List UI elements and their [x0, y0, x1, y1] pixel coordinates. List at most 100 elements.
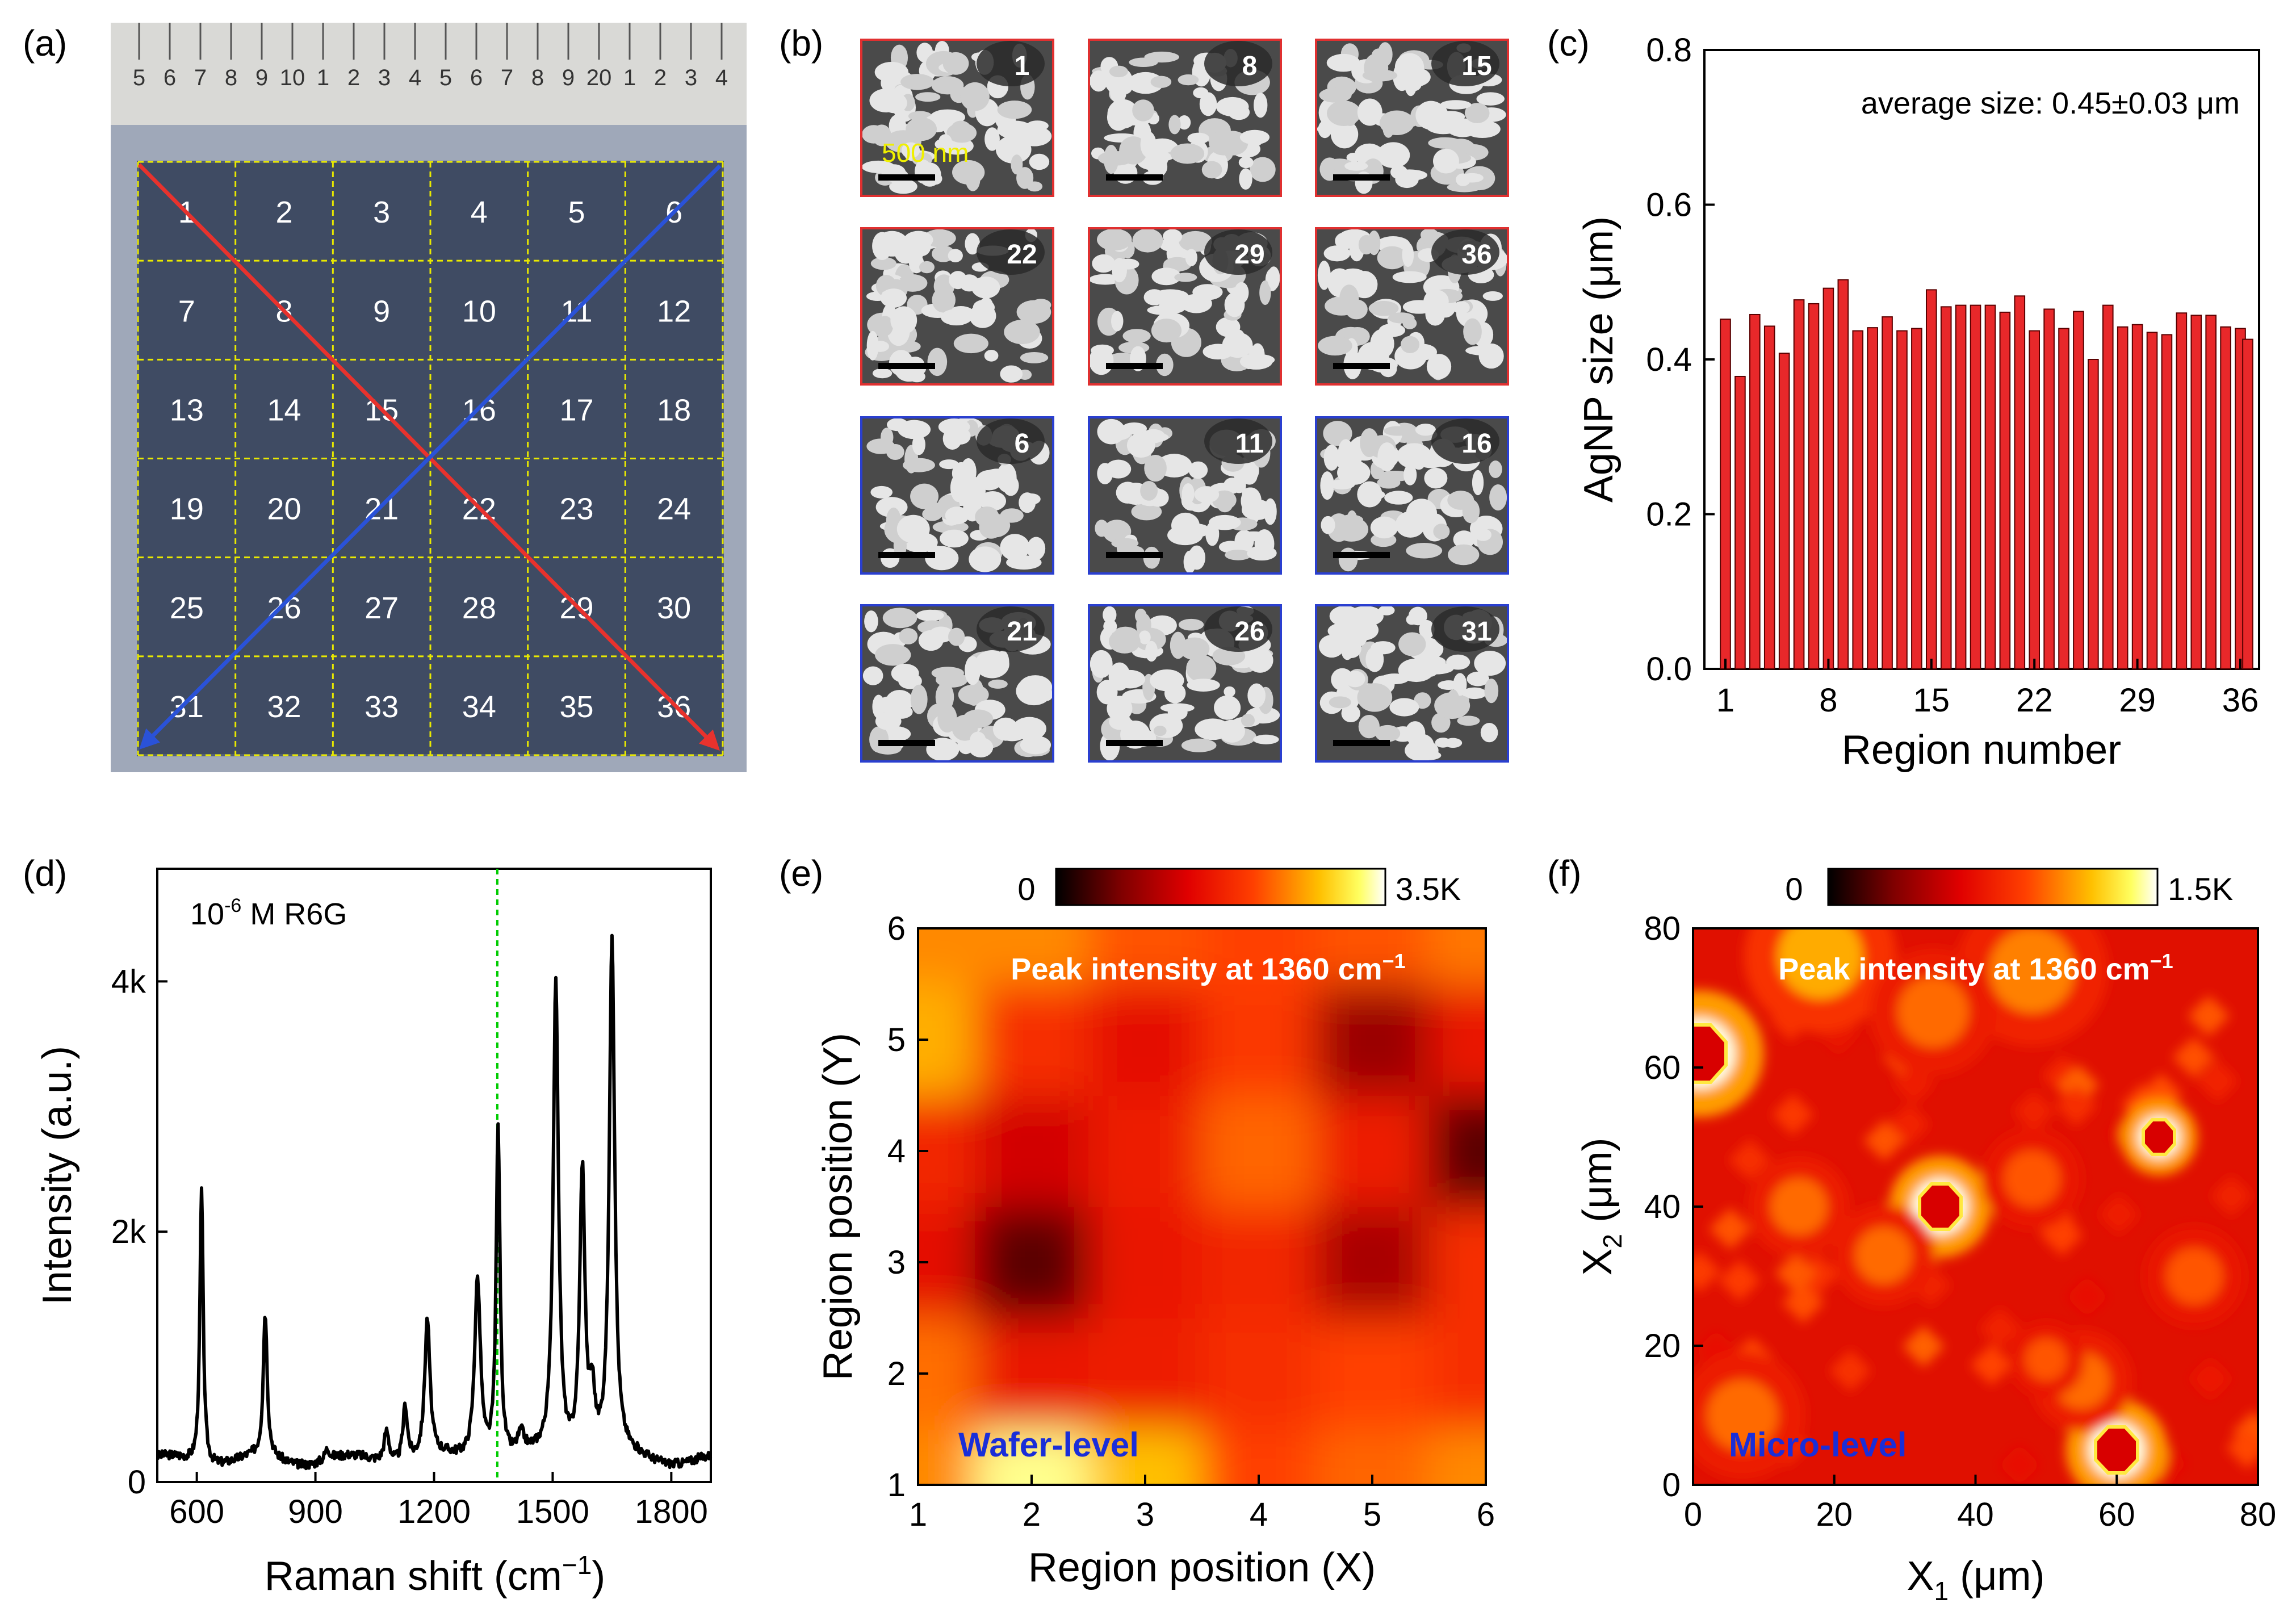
nanoparticle — [874, 61, 909, 83]
sem-frame — [1088, 604, 1282, 763]
grid-number: 32 — [267, 690, 301, 724]
bar — [2073, 311, 2084, 669]
nanoparticle — [1116, 482, 1140, 504]
x-tick-label: 1 — [1716, 682, 1734, 719]
x-tick-label: 15 — [1913, 682, 1950, 719]
nanoparticle — [906, 117, 937, 141]
nanoparticle — [1440, 100, 1472, 110]
heat-cell — [1429, 1207, 1486, 1318]
nanoparticle — [904, 231, 933, 249]
sem-tile-number: 1 — [1015, 51, 1030, 81]
nanoparticle — [1259, 280, 1271, 305]
nanoparticle — [1003, 475, 1019, 496]
nanoparticle — [1415, 424, 1436, 436]
heat-cell — [1315, 1095, 1430, 1207]
nanoparticle — [1421, 650, 1441, 677]
hotspot-core — [2166, 1247, 2223, 1305]
nanoparticle — [1187, 132, 1209, 144]
heat-speck — [2066, 1276, 2109, 1317]
heat-cell — [1202, 928, 1316, 985]
heat-cell — [1202, 984, 1316, 1096]
nanoparticle — [1319, 87, 1352, 103]
nanoparticle — [1406, 499, 1438, 528]
nanoparticle — [1464, 120, 1501, 139]
heat-cell — [975, 984, 1089, 1096]
nanoparticle — [1371, 641, 1396, 655]
nanoparticle — [1357, 481, 1382, 508]
grid-number: 5 — [568, 195, 585, 229]
x-tick-label: 1500 — [516, 1493, 589, 1530]
chart-f-xlabel: X1 (μm) — [1907, 1554, 2044, 1606]
nanoparticle — [1140, 481, 1158, 501]
nanoparticle — [968, 737, 994, 757]
bar — [2220, 326, 2231, 669]
x-tick-label: 29 — [2119, 682, 2156, 719]
nanoparticle — [1164, 683, 1186, 704]
nanoparticle — [1019, 675, 1053, 700]
nanoparticle — [960, 82, 990, 111]
sem-tile-number: 36 — [1461, 240, 1491, 270]
grid-number: 19 — [170, 492, 204, 526]
bar — [1940, 306, 1952, 669]
bar — [1911, 328, 1922, 669]
nanoparticle — [1462, 687, 1487, 700]
y-tick-label: 0 — [1662, 1467, 1681, 1504]
label-shadow — [1431, 606, 1499, 652]
nanoparticle — [1090, 70, 1108, 92]
grid-number: 2 — [275, 195, 292, 229]
nanoparticle — [1151, 267, 1181, 286]
nanoparticle — [948, 249, 963, 263]
nanoparticle — [882, 608, 917, 629]
nanoparticle — [1180, 294, 1212, 313]
nanoparticle — [965, 233, 981, 255]
nanoparticle — [1382, 119, 1394, 138]
nanoparticle — [1017, 126, 1052, 146]
x-tick-label: 36 — [2222, 682, 2259, 719]
nanoparticle — [939, 459, 959, 470]
grid-number: 21 — [364, 492, 399, 526]
heat-speck — [1970, 1344, 2013, 1385]
chart-e-inner-label: Wafer-level — [958, 1426, 1139, 1464]
chart-d: 0 2k 4k 600 900 1200 1500 1800 10-6 M R6G Raman… — [35, 868, 713, 1599]
nanoparticle — [1181, 738, 1217, 752]
nanoparticle — [1188, 545, 1205, 570]
nanoparticle — [1320, 471, 1335, 500]
nanoparticle — [1370, 516, 1398, 539]
nanoparticle — [1415, 101, 1447, 130]
grid-number: 13 — [170, 393, 204, 427]
nanoparticle — [1112, 626, 1139, 646]
heat-cell — [918, 928, 975, 985]
nanoparticle — [919, 261, 935, 274]
heat-cell — [975, 928, 1089, 985]
chart-e-heat-cells — [918, 928, 1486, 1485]
nanoparticle — [1321, 516, 1335, 534]
heat-speck — [1693, 1251, 1721, 1292]
nanoparticle — [1239, 168, 1252, 190]
x-tick-label: 60 — [2098, 1496, 2135, 1533]
bar — [1778, 353, 1790, 669]
chart-d-axes: 0 2k 4k 600 900 1200 1500 1800 — [111, 963, 708, 1530]
nanoparticle — [875, 497, 908, 518]
chart-e: 1 2 3 4 5 6 1 2 3 4 5 6 Peak intensity at 1360 cm−1… — [815, 868, 1495, 1590]
nanoparticle — [866, 438, 895, 454]
heat-speck — [1903, 1325, 1945, 1367]
bar — [1925, 289, 1937, 669]
bar — [2102, 304, 2114, 669]
nanoparticle — [1406, 542, 1443, 559]
nanoparticle — [1323, 245, 1351, 262]
scale-bar — [1333, 363, 1390, 369]
heat-speck — [2226, 1427, 2258, 1469]
bar — [2029, 330, 2041, 669]
nanoparticle — [952, 160, 985, 185]
bar — [1984, 304, 1996, 669]
nanoparticle — [979, 297, 994, 317]
nanoparticle — [965, 656, 981, 685]
bar — [1882, 316, 1893, 669]
x-tick-label: 900 — [288, 1493, 343, 1530]
nanoparticle — [1347, 606, 1384, 627]
nanoparticle — [1115, 669, 1146, 689]
nanoparticle — [1246, 354, 1275, 366]
grid-number: 34 — [462, 690, 496, 724]
nanoparticle — [901, 142, 920, 159]
nanoparticle — [1143, 289, 1165, 305]
